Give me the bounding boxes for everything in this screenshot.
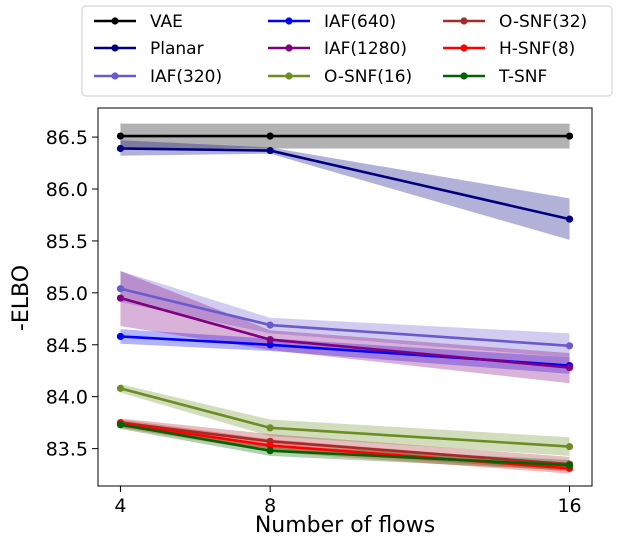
legend-label: Planar (150, 39, 204, 59)
legend-label: VAE (150, 12, 183, 32)
point-vae (116, 132, 125, 140)
point-iaf-640 (116, 332, 125, 341)
y-tick-label: 84.5 (46, 335, 88, 357)
point-vae (266, 132, 274, 140)
point-t-snf (565, 461, 574, 469)
legend-marker (460, 44, 468, 52)
point-t-snf (266, 447, 274, 455)
band-iaf-1280 (120, 271, 570, 384)
legend-item-t-snf: T-SNF (443, 67, 547, 87)
point-iaf-320 (565, 342, 574, 350)
band-o-snf-16 (120, 384, 570, 456)
band-planar (120, 140, 570, 240)
legend-label: O-SNF(32) (499, 12, 587, 32)
point-planar (116, 144, 125, 153)
legend-item-o-snf-32: O-SNF(32) (443, 12, 587, 32)
legend-box (81, 5, 613, 97)
legend-label: IAF(320) (150, 67, 222, 87)
series-lines (116, 132, 574, 472)
legend-marker (111, 72, 119, 80)
legend-label: T-SNF (498, 67, 547, 87)
point-iaf-320 (116, 285, 125, 293)
legend-item-iaf-320: IAF(320) (94, 67, 222, 87)
y-tick-label: 86.0 (46, 179, 88, 201)
x-tick-label: 4 (114, 495, 126, 517)
point-o-snf-16 (116, 384, 125, 392)
y-axis-label: -ELBO (9, 265, 34, 331)
y-tick-label: 86.5 (46, 127, 88, 149)
legend-item-o-snf-16: O-SNF(16) (268, 67, 412, 87)
x-tick-label: 8 (264, 495, 276, 517)
point-planar (565, 215, 574, 223)
point-iaf-640 (266, 341, 274, 349)
y-tick-label: 85.0 (46, 283, 88, 305)
confidence-bands (120, 123, 570, 474)
legend-item-h-snf-8: H-SNF(8) (443, 39, 575, 59)
x-axis-label: Number of flows (255, 513, 435, 538)
band-iaf-640 (120, 329, 570, 374)
point-vae (565, 132, 574, 140)
legend: VAE Planar IAF(320) IAF(640) IAF(1280) O-SNF(… (81, 5, 613, 97)
legend-marker (285, 72, 293, 80)
band-o-snf-32 (120, 418, 570, 472)
x-tick-label: 16 (557, 495, 581, 517)
legend-label: H-SNF(8) (499, 39, 575, 59)
axes: 4 8 16 83.5 84.0 84.5 85.0 85.5 86.0 86.5 (46, 107, 593, 517)
legend-marker (111, 44, 119, 52)
point-t-snf (116, 421, 125, 429)
point-o-snf-16 (266, 424, 274, 432)
legend-marker (285, 17, 293, 25)
point-iaf-1280 (565, 364, 574, 372)
point-iaf-1280 (266, 335, 274, 344)
legend-marker (111, 17, 119, 25)
band-t-snf (120, 420, 570, 471)
plot-frame (97, 107, 593, 487)
legend-label: IAF(1280) (324, 39, 407, 59)
legend-item-iaf-1280: IAF(1280) (268, 39, 407, 59)
legend-item-iaf-640: IAF(640) (268, 12, 396, 32)
legend-marker (285, 44, 293, 52)
y-tick-label: 83.5 (46, 439, 88, 461)
legend-label: O-SNF(16) (324, 67, 412, 87)
point-h-snf-8 (266, 441, 274, 450)
point-iaf-1280 (116, 294, 125, 302)
legend-marker (460, 17, 468, 25)
y-tick-label: 84.0 (46, 387, 88, 409)
legend-marker (460, 72, 468, 80)
legend-item-planar: Planar (94, 39, 204, 59)
point-planar (266, 146, 274, 155)
point-iaf-320 (266, 321, 274, 329)
legend-label: IAF(640) (324, 12, 396, 32)
point-o-snf-16 (565, 442, 574, 451)
band-iaf-320 (120, 271, 570, 358)
legend-item-vae: VAE (94, 12, 183, 32)
y-tick-label: 85.5 (46, 231, 88, 253)
